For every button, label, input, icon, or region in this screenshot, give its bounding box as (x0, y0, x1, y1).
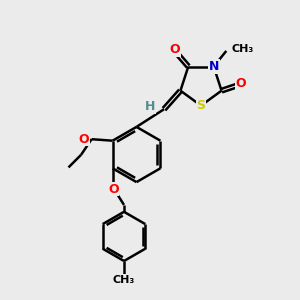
Text: O: O (169, 43, 180, 56)
Text: CH₃: CH₃ (113, 275, 135, 285)
Text: O: O (108, 183, 119, 196)
Text: O: O (79, 133, 89, 146)
Text: S: S (196, 99, 206, 112)
Text: CH₃: CH₃ (232, 44, 254, 54)
Text: O: O (236, 77, 246, 90)
Text: N: N (208, 60, 219, 73)
Text: H: H (145, 100, 156, 113)
